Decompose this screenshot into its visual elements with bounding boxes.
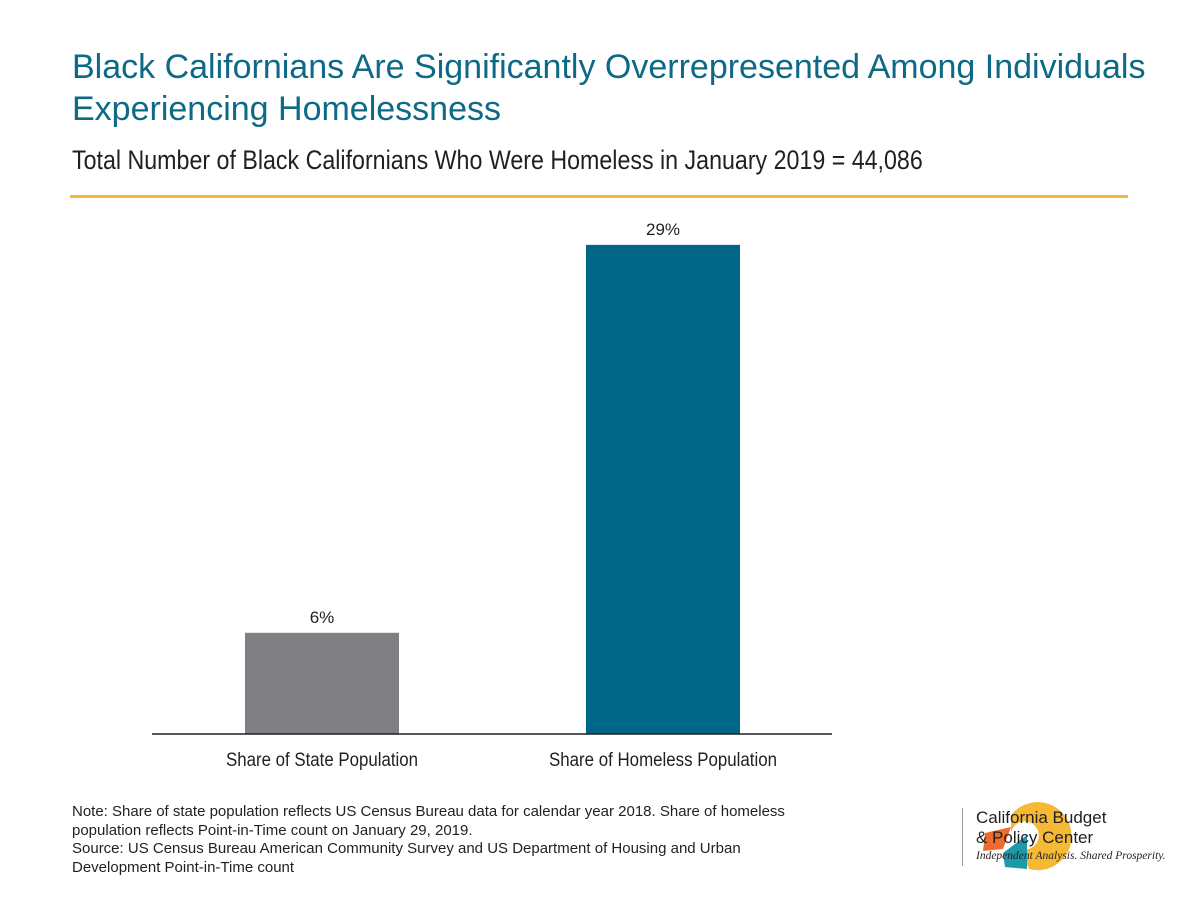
bar-value-label: 29% bbox=[646, 220, 680, 239]
page-title: Black Californians Are Significantly Ove… bbox=[72, 48, 1146, 128]
org-tagline: Independent Analysis. Shared Prosperity. bbox=[976, 850, 1166, 862]
logo-teal-wedge bbox=[1003, 835, 1027, 869]
logo-orange-wedge bbox=[983, 827, 1011, 851]
category-label: Share of State Population bbox=[226, 750, 418, 771]
bar-1 bbox=[245, 632, 399, 734]
note-text: Note: Share of state population reflects… bbox=[72, 803, 785, 839]
chart-subtitle: Total Number of Black Californians Who W… bbox=[72, 145, 923, 175]
bar-value-label: 6% bbox=[310, 608, 335, 627]
bars-group: 6% Share of State Population 29% Share of H… bbox=[226, 220, 777, 771]
source-text: Source: US Census Bureau American Commun… bbox=[72, 840, 741, 876]
logo-text: California Budget & Policy Center Indepe… bbox=[976, 808, 1166, 862]
title-divider bbox=[70, 195, 1128, 198]
bar-2 bbox=[586, 244, 740, 734]
org-name-line1: California Budget bbox=[976, 808, 1107, 827]
category-label: Share of Homeless Population bbox=[549, 750, 777, 771]
chart-notes: Note: Share of state population reflects… bbox=[72, 803, 832, 877]
logo-white-arrow bbox=[1005, 821, 1025, 847]
cbpc-logo-icon bbox=[983, 802, 1072, 871]
logo-divider bbox=[962, 808, 963, 866]
org-name-line2: & Policy Center bbox=[976, 828, 1094, 847]
